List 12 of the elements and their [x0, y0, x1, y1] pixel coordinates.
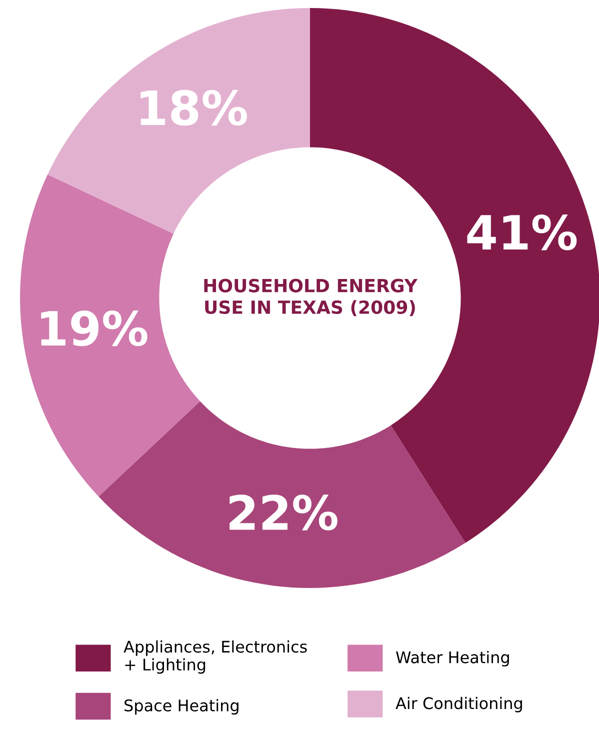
data-label: 19% [41, 310, 148, 346]
legend-label: Appliances, Electronics + Lighting [124, 640, 307, 674]
legend-label: Air Conditioning [396, 696, 522, 712]
text: HOUSEHOLD ENERGY USE IN TEXAS (2009) [204, 278, 418, 316]
data-label: 18% [140, 90, 247, 126]
donut-slice [98, 401, 466, 588]
data-label: 22% [230, 494, 338, 530]
donut-slice [48, 8, 310, 234]
donut-slice [20, 174, 200, 497]
legend-label: Space Heating [124, 699, 238, 715]
legend-label: Water Heating [396, 650, 509, 666]
data-label: 41% [467, 214, 577, 250]
